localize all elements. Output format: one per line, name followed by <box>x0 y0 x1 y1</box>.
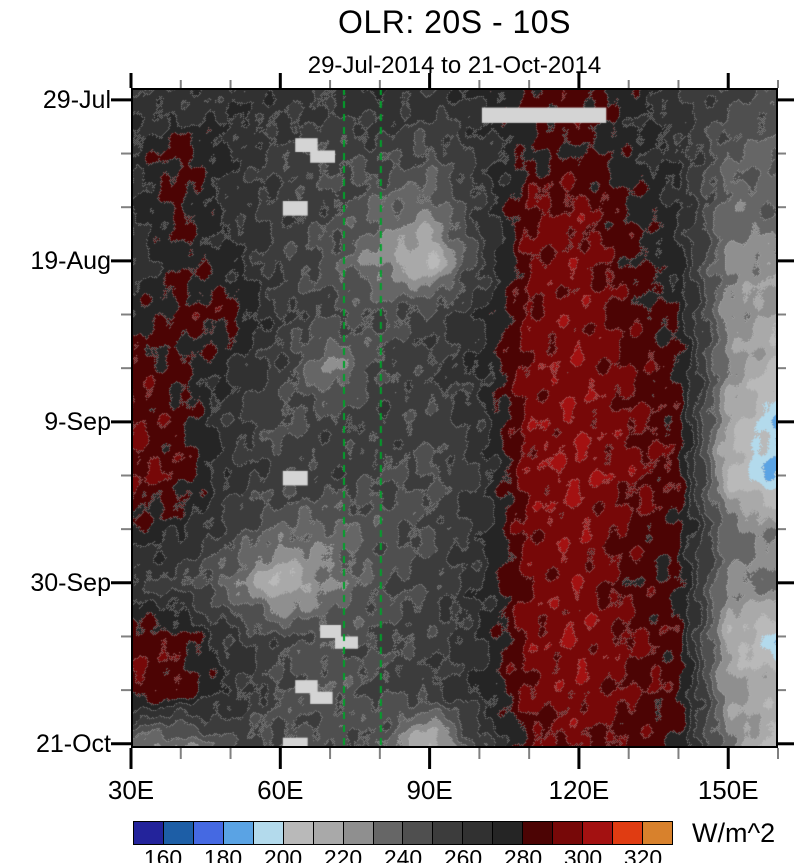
colorbar-cell <box>283 822 314 844</box>
chart-title: OLR: 20S - 10S <box>338 4 571 40</box>
colorbar-tick-label: 300 <box>563 845 603 863</box>
x-tick-label: 30E <box>107 775 155 805</box>
colorbar-cell <box>613 822 643 844</box>
colorbar-tick-label: 320 <box>623 845 663 863</box>
y-tick-label: 21-Oct <box>35 729 111 758</box>
colorbar-tick-label: 200 <box>263 845 303 863</box>
colorbar-cell <box>193 822 224 844</box>
colorbar <box>133 821 673 845</box>
hovmoller-field-canvas <box>131 88 778 748</box>
plot-area <box>131 88 778 748</box>
x-tick-label: 90E <box>406 775 453 805</box>
colorbar-units-label: W/m^2 <box>692 818 776 848</box>
colorbar-cell <box>583 822 613 844</box>
colorbar-tick-label: 240 <box>383 845 423 863</box>
y-tick-label: 9-Sep <box>44 407 111 436</box>
colorbar-cell <box>343 822 374 844</box>
colorbar-tick-label: 260 <box>443 845 483 863</box>
colorbar-cell <box>253 822 284 844</box>
colorbar-cell <box>553 822 584 844</box>
chart-subtitle: 29-Jul-2014 to 21-Oct-2014 <box>307 52 602 79</box>
colorbar-tick-label: 180 <box>203 845 243 863</box>
colorbar-cell <box>373 822 404 844</box>
colorbar-cell <box>642 822 672 844</box>
colorbar-cell <box>163 822 194 844</box>
colorbar-tick-label: 160 <box>143 845 183 863</box>
x-tick-label: 60E <box>257 775 304 805</box>
x-tick-label: 120E <box>548 775 610 805</box>
colorbar-cell <box>134 822 164 844</box>
colorbar-cell <box>433 822 464 844</box>
colorbar-cell <box>523 822 554 844</box>
y-tick-label: 19-Aug <box>30 246 111 275</box>
colorbar-cell <box>493 822 524 844</box>
colorbar-tick-label: 220 <box>323 845 363 863</box>
colorbar-cell <box>463 822 494 844</box>
colorbar-cell <box>223 822 254 844</box>
y-tick-label: 30-Sep <box>30 568 111 597</box>
colorbar-cell <box>403 822 434 844</box>
colorbar-cell <box>313 822 344 844</box>
colorbar-tick-label: 280 <box>503 845 543 863</box>
y-tick-label: 29-Jul <box>42 85 111 114</box>
x-tick-label: 150E <box>697 775 759 805</box>
